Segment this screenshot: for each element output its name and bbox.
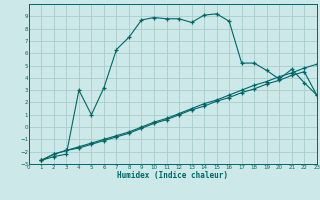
X-axis label: Humidex (Indice chaleur): Humidex (Indice chaleur) [117,171,228,180]
